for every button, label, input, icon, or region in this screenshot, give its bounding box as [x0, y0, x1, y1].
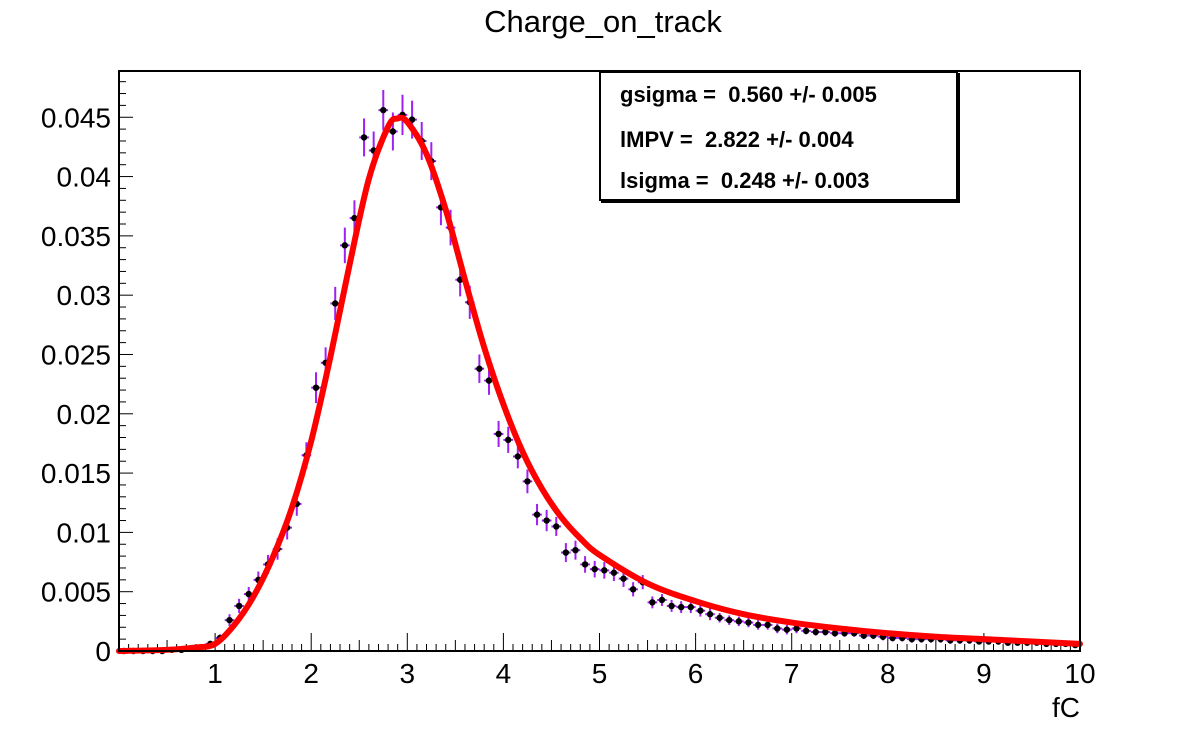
data-point: [647, 596, 658, 609]
data-point: [801, 627, 811, 635]
x-tick-label: 6: [688, 658, 704, 689]
y-axis-ticks: 0 0.005 0.01 0.015 0.02 0.025 0.03 0.035 0.04 0.0…: [41, 81, 133, 667]
y-tick-label: 0: [95, 636, 111, 667]
data-point: [570, 540, 581, 560]
data-point: [714, 613, 725, 623]
data-point: [551, 516, 562, 536]
data-point: [378, 89, 389, 131]
y-tick-label: 0.045: [41, 102, 111, 133]
fit-curve: [116, 114, 1083, 654]
x-tick-label: 7: [784, 658, 800, 689]
data-point: [340, 227, 350, 264]
data-point: [522, 469, 533, 494]
chart-title: Charge_on_track: [484, 4, 722, 39]
data-point: [782, 624, 792, 635]
data-point: [628, 582, 638, 597]
x-axis-label: fC: [1052, 692, 1080, 723]
data-point: [503, 426, 514, 453]
data-point: [234, 598, 244, 614]
data-point: [810, 628, 821, 636]
data-point: [753, 620, 763, 630]
x-tick-label: 5: [592, 658, 608, 689]
data-point: [532, 503, 542, 526]
x-tick-label: 8: [880, 658, 896, 689]
y-tick-label: 0.03: [57, 280, 112, 311]
data-point: [493, 420, 504, 447]
x-tick-label: 10: [1064, 658, 1095, 689]
data-point: [685, 601, 696, 614]
y-tick-label: 0.025: [41, 339, 111, 370]
y-tick-label: 0.015: [41, 458, 111, 489]
y-tick-label: 0.005: [41, 577, 111, 608]
data-point: [561, 543, 571, 563]
data-point: [359, 118, 369, 157]
x-tick-label: 1: [207, 658, 223, 689]
stat-gsigma: gsigma = 0.560 +/- 0.005: [620, 82, 877, 107]
data-point: [474, 354, 485, 383]
x-tick-label: 3: [400, 658, 416, 689]
stat-lmpv: lMPV = 2.822 +/- 0.004: [620, 127, 854, 152]
data-point: [666, 599, 677, 612]
x-tick-label: 9: [976, 658, 992, 689]
data-point: [705, 608, 715, 621]
y-tick-label: 0.04: [57, 162, 112, 193]
data-point: [724, 615, 735, 625]
data-point: [657, 594, 667, 606]
data-point: [580, 556, 590, 573]
data-point: [695, 604, 706, 617]
data-point: [311, 372, 321, 404]
data-point: [589, 560, 600, 578]
y-tick-label: 0.01: [57, 517, 112, 548]
data-point: [330, 286, 341, 321]
data-point: [734, 616, 744, 627]
fit-stats-box: gsigma = 0.560 +/- 0.005 lMPV = 2.822 +/…: [599, 71, 958, 201]
x-tick-label: 4: [496, 658, 512, 689]
data-point: [743, 617, 754, 628]
data-point: [599, 562, 610, 579]
data-point: [541, 509, 552, 532]
data-point: [513, 444, 523, 469]
y-tick-label: 0.02: [57, 399, 112, 430]
x-tick-label: 2: [303, 658, 319, 689]
data-point: [676, 601, 686, 614]
data-point: [772, 623, 783, 634]
y-tick-label: 0.035: [41, 221, 111, 252]
stat-lsigma: lsigma = 0.248 +/- 0.003: [620, 168, 870, 193]
data-point: [224, 614, 235, 627]
